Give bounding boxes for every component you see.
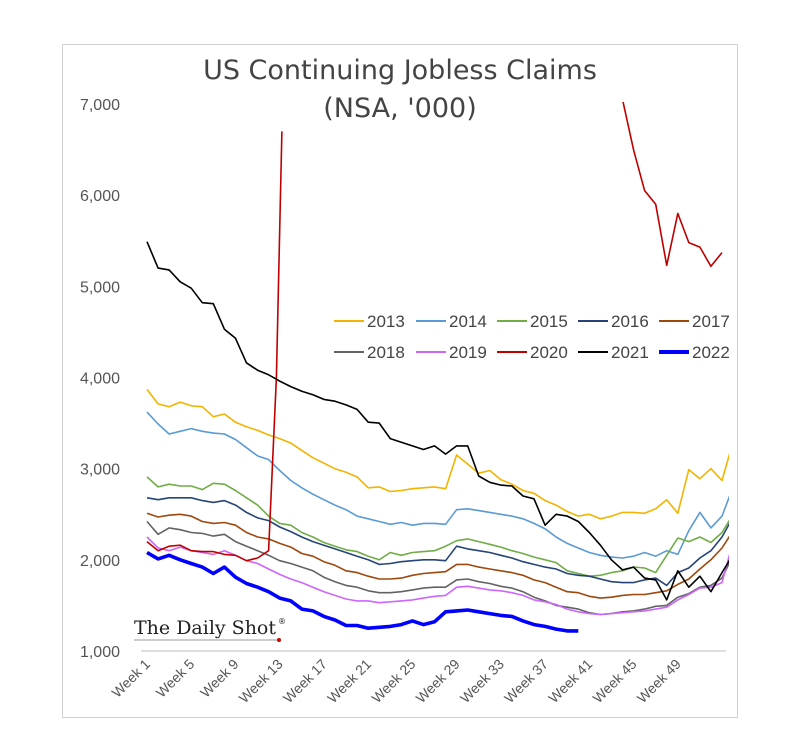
x-tick-label: Week 1 (108, 656, 153, 701)
series-line-2013 (146, 388, 729, 520)
legend-label-2015: 2015 (530, 312, 568, 331)
y-tick-label: 6,000 (80, 188, 120, 205)
legend-label-2019: 2019 (449, 343, 487, 362)
y-tick-label: 2,000 (80, 553, 120, 570)
brand-logo: The Daily Shot ® (134, 617, 286, 642)
y-tick-label: 4,000 (80, 371, 120, 388)
brand-dot (277, 638, 281, 642)
y-tick-label: 1,000 (80, 644, 120, 661)
x-tick-label: Week 5 (153, 656, 198, 701)
x-tick-label: Week 25 (368, 656, 418, 706)
x-tick-label: Week 17 (280, 656, 330, 706)
y-tick-label: 5,000 (80, 279, 120, 296)
series-line-2020 (146, 131, 283, 562)
chart-frame (62, 44, 738, 718)
series-line-2018 (146, 520, 729, 616)
brand-text: The Daily Shot (134, 617, 276, 639)
x-tick-label: Week 49 (634, 656, 684, 706)
x-tick-label: Week 33 (457, 656, 507, 706)
x-tick-label: Week 41 (545, 656, 595, 706)
y-axis-ticks: 1,000 2,000 3,000 4,000 5,000 6,000 7,000 (80, 97, 120, 661)
series-line-2022 (146, 550, 579, 633)
series-line-2014 (146, 411, 729, 559)
legend-label-2018: 2018 (367, 343, 405, 362)
legend-label-2020: 2020 (530, 343, 568, 362)
y-tick-label: 7,000 (80, 97, 120, 114)
y-tick-label: 3,000 (80, 462, 120, 479)
x-tick-label: Week 21 (324, 656, 374, 706)
series-line-2015 (146, 476, 729, 577)
legend-label-2017: 2017 (692, 312, 730, 331)
x-tick-label: Week 37 (501, 656, 551, 706)
series-line-2021 (146, 241, 729, 601)
brand-registered-mark: ® (278, 617, 286, 626)
legend-label-2014: 2014 (449, 312, 487, 331)
legend: 2013 2014 2015 2016 2017 2018 2019 2020 2021 2022 (334, 312, 730, 362)
x-tick-label: Week 13 (236, 656, 286, 706)
legend-label-2013: 2013 (367, 312, 405, 331)
series-line-2017 (146, 512, 729, 599)
x-tick-label: Week 29 (413, 656, 463, 706)
chart-subtitle: (NSA, '000) (323, 93, 477, 124)
legend-label-2021: 2021 (611, 343, 649, 362)
legend-label-2016: 2016 (611, 312, 649, 331)
series-line-2020 (622, 102, 723, 268)
chart-title: US Continuing Jobless Claims (203, 55, 597, 86)
legend-label-2022: 2022 (692, 343, 730, 362)
x-tick-label: Week 9 (197, 656, 242, 701)
series-lines (146, 102, 729, 633)
series-line-2016 (146, 497, 729, 587)
x-tick-label: Week 45 (589, 656, 639, 706)
